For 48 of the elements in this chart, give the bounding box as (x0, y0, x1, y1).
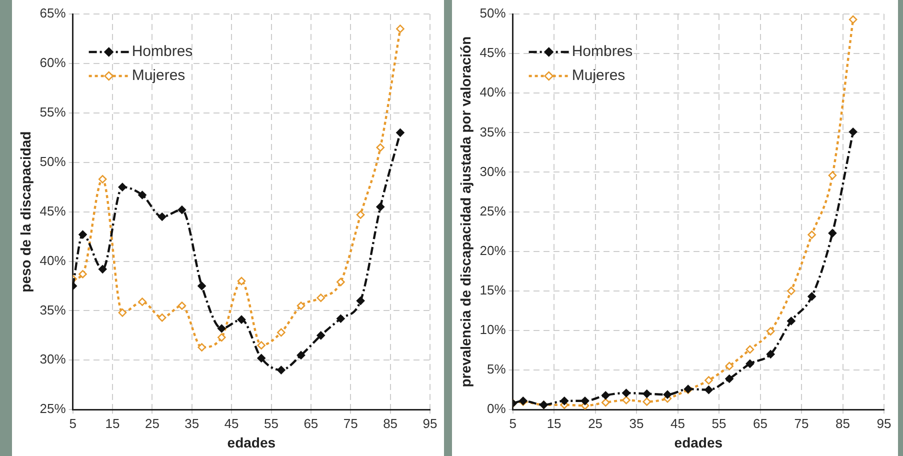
y-tick-label: 50% (480, 6, 506, 21)
legend-label: Mujeres (132, 67, 186, 84)
x-tick-label: 65 (753, 416, 768, 431)
y-tick-label: 35% (40, 302, 66, 318)
y-tick-label: 45% (40, 203, 66, 218)
x-tick-label: 55 (712, 416, 726, 431)
x-tick-label: 35 (184, 416, 200, 431)
x-tick-label: 5 (509, 416, 516, 431)
y-tick-label: 40% (40, 252, 66, 268)
x-tick-label: 95 (422, 416, 438, 431)
legend-label: Mujeres (572, 67, 626, 84)
x-tick-label: 25 (588, 416, 603, 431)
y-axis-title: peso de la discapacidad (17, 131, 34, 292)
legend-label: Hombres (572, 43, 633, 60)
x-tick-label: 15 (105, 416, 120, 431)
y-tick-label: 0% (487, 401, 506, 416)
x-tick-label: 85 (383, 416, 398, 431)
x-tick-label: 5 (69, 416, 76, 431)
x-tick-label: 15 (546, 416, 562, 431)
y-axis-title: prevalencia de discapacidad ajustada por valoración (457, 36, 474, 388)
x-tick-label: 35 (629, 416, 644, 431)
y-tick-label: 15% (480, 282, 506, 298)
y-tick-label: 25% (40, 401, 66, 416)
y-tick-label: 20% (480, 242, 506, 258)
x-tick-label: 55 (264, 416, 278, 431)
x-tick-label: 45 (224, 416, 239, 431)
y-tick-label: 5% (487, 362, 506, 377)
x-tick-label: 65 (304, 416, 318, 431)
x-tick-label: 85 (836, 416, 850, 431)
x-axis-title: edades (674, 434, 723, 450)
y-tick-label: 25% (480, 203, 506, 218)
y-tick-label: 30% (40, 352, 66, 367)
y-tick-label: 55% (40, 104, 66, 120)
y-tick-label: 40% (480, 84, 506, 100)
y-tick-label: 35% (480, 124, 506, 140)
x-tick-label: 95 (876, 416, 892, 431)
x-axis-title: edades (227, 434, 276, 450)
x-tick-label: 75 (343, 416, 358, 431)
x-tick-label: 45 (670, 416, 686, 431)
y-tick-label: 30% (480, 164, 506, 179)
x-tick-label: 25 (144, 416, 160, 431)
y-tick-label: 60% (40, 55, 66, 70)
y-tick-label: 50% (40, 154, 66, 169)
y-tick-label: 65% (40, 6, 66, 21)
y-tick-label: 45% (480, 45, 506, 60)
x-tick-label: 75 (794, 416, 809, 431)
y-tick-label: 10% (480, 322, 506, 338)
legend-label: Hombres (132, 43, 193, 60)
